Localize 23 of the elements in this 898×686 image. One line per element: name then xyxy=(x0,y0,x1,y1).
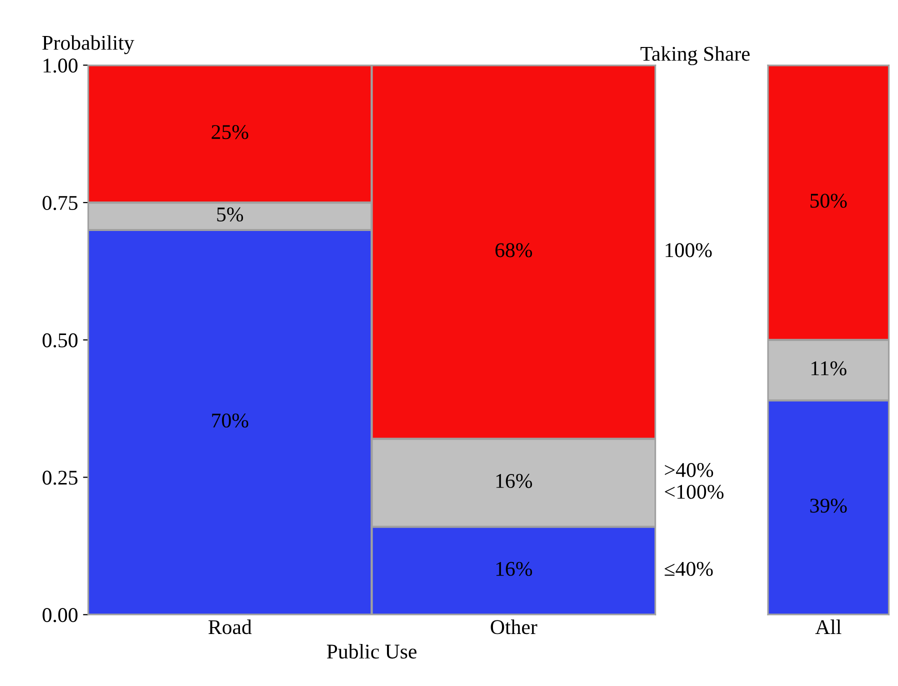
data-label: 25% xyxy=(212,125,248,140)
x-tick-label: Other xyxy=(490,620,538,634)
data-label: 11% xyxy=(812,361,846,376)
legend-title: Taking Share xyxy=(640,46,750,66)
data-label: 39% xyxy=(810,498,847,513)
data-label: 70% xyxy=(212,413,248,428)
y-tick-label: 0.75 xyxy=(42,196,78,210)
x-tick-label: Road xyxy=(208,620,252,634)
y-tick-label: 0.00 xyxy=(42,608,78,622)
series-label: ≤40% xyxy=(664,562,713,576)
series-label: 100% xyxy=(666,243,712,258)
y-axis-title: Probability xyxy=(42,35,134,54)
data-label: 16% xyxy=(496,562,532,576)
x-axis-title: Public Use xyxy=(326,644,416,659)
data-label: 50% xyxy=(810,194,847,208)
y-tick-label: 0.25 xyxy=(42,470,78,485)
data-label: 68% xyxy=(495,243,532,258)
x-tick-label: All xyxy=(815,620,842,634)
series-label: >40% <100% xyxy=(664,463,724,499)
data-label: 5% xyxy=(217,207,244,222)
data-label: 16% xyxy=(496,474,532,488)
y-tick-label: 0.50 xyxy=(42,333,78,348)
y-tick-label: 1.00 xyxy=(44,58,78,73)
